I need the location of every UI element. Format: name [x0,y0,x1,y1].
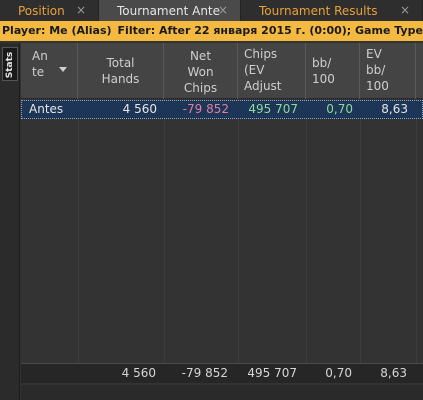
column-divider [238,119,239,400]
tab-label: Tournament Ante [117,3,221,18]
header-line: An [32,49,48,63]
header-line: Adjust [244,79,282,93]
tab-position[interactable]: Position × [0,0,99,21]
close-icon[interactable]: × [217,3,228,17]
header-line: 100 [366,79,389,93]
total-hands: 4 560 [121,366,156,380]
header-line: Total [106,56,135,70]
tab-label: Tournament Results [259,3,378,18]
column-header-chips-ev-adjusted[interactable]: Chips (EV Adjust [238,43,306,99]
column-header-bb-100[interactable]: bb/ 100 [306,43,360,99]
totals-row: 4 560 -79 852 495 707 0,70 8,63 [21,363,423,383]
filter-bar[interactable]: Player: Me (Alias) Filter: After 22 январ… [0,21,423,41]
filter-label: Filter: After 22 января 2015 г. (0:00); … [117,24,423,37]
sort-desc-icon[interactable] [59,67,67,72]
column-divider [360,119,361,400]
horizontal-scrollbar[interactable] [21,385,423,400]
column-header-ev-bb-100[interactable]: EV bb/ 100 [360,43,416,99]
header-line: Net [189,49,212,63]
total-bb-100: 0,70 [325,366,352,380]
column-divider [164,119,165,400]
column-header-total-hands[interactable]: Total Hands [78,43,164,99]
tab-label: Position [18,3,65,18]
cell-net-won-chips: -79 852 [182,102,229,116]
side-panel: Stats [0,43,20,400]
header-line: 100 [312,72,335,86]
header-line: Chips [244,47,278,61]
total-net-won-chips: -79 852 [181,366,228,380]
tab-bar: Position × Tournament Ante × Tournament … [0,0,423,21]
header-line: Hands [101,72,140,86]
cell-total-hands: 4 560 [122,102,157,116]
player-filter-label: Player: Me (Alias) [2,24,112,37]
cell-chips-ev-adjusted: 495 707 [248,102,298,116]
header-line: (EV [244,63,265,77]
column-divider [306,119,307,400]
stats-side-tab[interactable]: Stats [2,47,18,81]
grid-header: An te Total Hands Net Won Chips Chips (E… [21,43,423,99]
column-header-net-won-chips[interactable]: Net Won Chips [164,43,238,99]
table-row[interactable]: Antes 4 560 -79 852 495 707 0,70 8,63 [21,100,423,119]
header-line: te [32,65,45,79]
header-line: Won [187,65,214,79]
column-header-overflow [416,43,423,99]
cell-ante: Antes [29,102,64,116]
header-line: Chips [183,81,218,95]
column-divider [78,119,79,400]
close-icon[interactable]: × [75,3,86,17]
header-line: EV [366,47,382,61]
total-ev-bb-100: 8,63 [380,366,407,380]
tab-tournament-ante[interactable]: Tournament Ante × [99,0,241,21]
total-chips-ev-adjusted: 495 707 [247,366,297,380]
column-divider [416,119,417,400]
close-icon[interactable]: × [399,3,410,17]
column-header-ante[interactable]: An te [21,43,78,99]
stats-tab-label: Stats [5,51,15,79]
header-line: bb/ [366,63,386,77]
header-line: bb/ [312,56,332,70]
cell-ev-bb-100: 8,63 [381,102,408,116]
stats-grid: An te Total Hands Net Won Chips Chips (E… [21,43,423,400]
tab-tournament-results[interactable]: Tournament Results × [241,0,423,21]
cell-bb-100: 0,70 [326,102,353,116]
